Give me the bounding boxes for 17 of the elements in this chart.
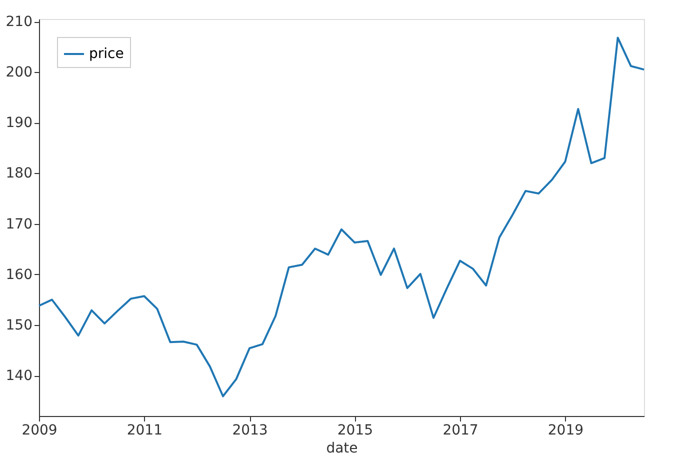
- x-axis-title: date: [326, 440, 358, 456]
- x-tick-label: 2017: [442, 422, 478, 438]
- x-tick-label: 2011: [126, 422, 162, 438]
- y-tick-label: 210: [6, 14, 32, 30]
- x-tick-label: 2009: [22, 422, 58, 438]
- x-tick-label: 2019: [548, 422, 584, 438]
- y-tick-label: 180: [6, 166, 32, 182]
- y-tick-label: 150: [6, 317, 32, 334]
- legend-label: price: [89, 46, 124, 62]
- x-tick-label: 2015: [337, 422, 374, 438]
- y-tick-label: 190: [6, 115, 32, 132]
- y-tick-label: 160: [6, 266, 32, 283]
- line-series: [38, 36, 645, 398]
- y-tick-label: 170: [6, 216, 32, 232]
- y-tick-label: 140: [6, 368, 32, 384]
- x-tick-label: 2013: [232, 422, 268, 438]
- y-tick-label: 200: [6, 64, 32, 81]
